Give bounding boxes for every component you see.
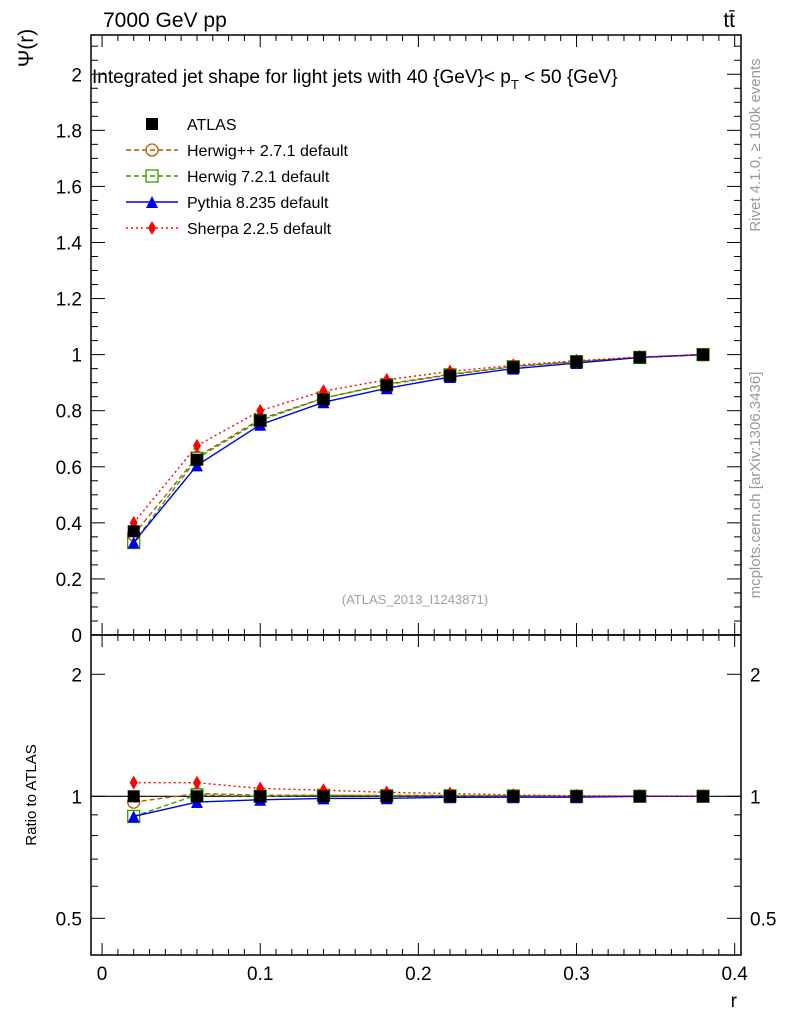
y-tick-label: 0.4 [56,514,83,535]
y-tick-label: 1.4 [56,233,83,254]
legend-label-atlas: ATLAS [187,117,237,134]
ratio-point-sherpa [192,775,201,790]
data-point-atlas [507,361,520,374]
legend-label-herwig: Herwig 7.2.1 default [187,169,330,186]
x-tick-label: 0.2 [405,964,431,985]
ratio-point-pythia [127,810,140,823]
legend-marker-herwig [145,169,159,183]
data-point-atlas [380,379,393,392]
y-tick-label: 0 [71,626,82,647]
y-tick-label: 1.6 [56,177,82,198]
ratio-point-atlas [570,790,583,803]
series-line-pythia [133,353,704,543]
data-point-sherpa [256,403,265,418]
ratio-tick-label-right: 1 [750,787,761,808]
mcplots-label: mcplots.cern.ch [arXiv:1306.3436] [747,372,764,599]
data-point-atlas [254,414,267,427]
ratio-tick-label: 0.5 [56,909,82,930]
ratio-frame [90,634,742,956]
data-point-atlas [127,525,140,538]
ratio-tick-label: 2 [71,665,82,686]
legend-marker-pythia [146,196,158,208]
header-left: 7000 GeV pp [103,9,227,32]
ratio-point-atlas [254,790,267,803]
series-line-sherpa [133,353,704,524]
ratio-point-atlas [317,790,330,803]
y-axis-label: Ψ(r) [15,29,38,68]
legend-label-pythia: Pythia 8.235 default [187,195,329,212]
y-tick-label: 1.8 [56,121,82,142]
ratio-point-sherpa [129,775,138,790]
y-tick-label: 0.6 [56,458,82,479]
ratio-line-pythia [133,795,704,818]
ratio-point-atlas [507,790,520,803]
y-tick-label: 0.2 [56,570,82,591]
y-tick-label: 1 [71,346,82,367]
ratio-point-atlas [697,790,710,803]
ratio-line-herwig [133,794,704,818]
legend-marker-sherpa [148,221,156,235]
y-tick-label: 2 [71,65,82,86]
ratio-point-atlas [444,790,457,803]
header-right: tt̄ [723,9,735,32]
ratio-tick-label-right: 2 [750,665,761,686]
rivet-label: Rivet 4.1.0, ≥ 100k events [747,58,764,231]
y-tick-label: 0.8 [56,402,82,423]
ratio-line-sherpa [133,781,704,798]
x-tick-label: 0.3 [563,964,589,985]
data-point-atlas [444,369,457,382]
ratio-point-atlas [380,790,393,803]
ratio-tick-label: 1 [71,787,82,808]
analysis-id: (ATLAS_2013_I1243871) [342,592,488,607]
ratio-point-atlas [190,790,203,803]
y-tick-label: 1.2 [56,290,82,311]
series-line-herwigpp [133,353,704,536]
x-tick-label: 0.1 [247,964,273,985]
legend-marker-herwigpp [145,143,159,157]
ratio-point-atlas [633,790,646,803]
ratio-point-atlas [127,790,140,803]
data-point-atlas [190,453,203,466]
ratio-tick-label-right: 0.5 [750,909,776,930]
plot-title: Integrated jet shape for light jets with… [92,67,618,92]
data-point-atlas [633,351,646,364]
data-point-sherpa [192,438,201,453]
ratio-y-axis-label: Ratio to ATLAS [23,744,40,845]
legend-label-sherpa: Sherpa 2.2.5 default [187,221,332,238]
data-point-atlas [317,393,330,406]
x-axis-label: r [731,991,738,1012]
data-point-atlas [697,348,710,361]
legend-marker-atlas [146,118,158,130]
legend-label-herwigpp: Herwig++ 2.7.1 default [187,143,349,160]
x-tick-label: 0.4 [721,964,748,985]
data-point-atlas [570,355,583,368]
x-tick-label: 0 [97,964,108,985]
data-point-pythia [127,536,140,549]
